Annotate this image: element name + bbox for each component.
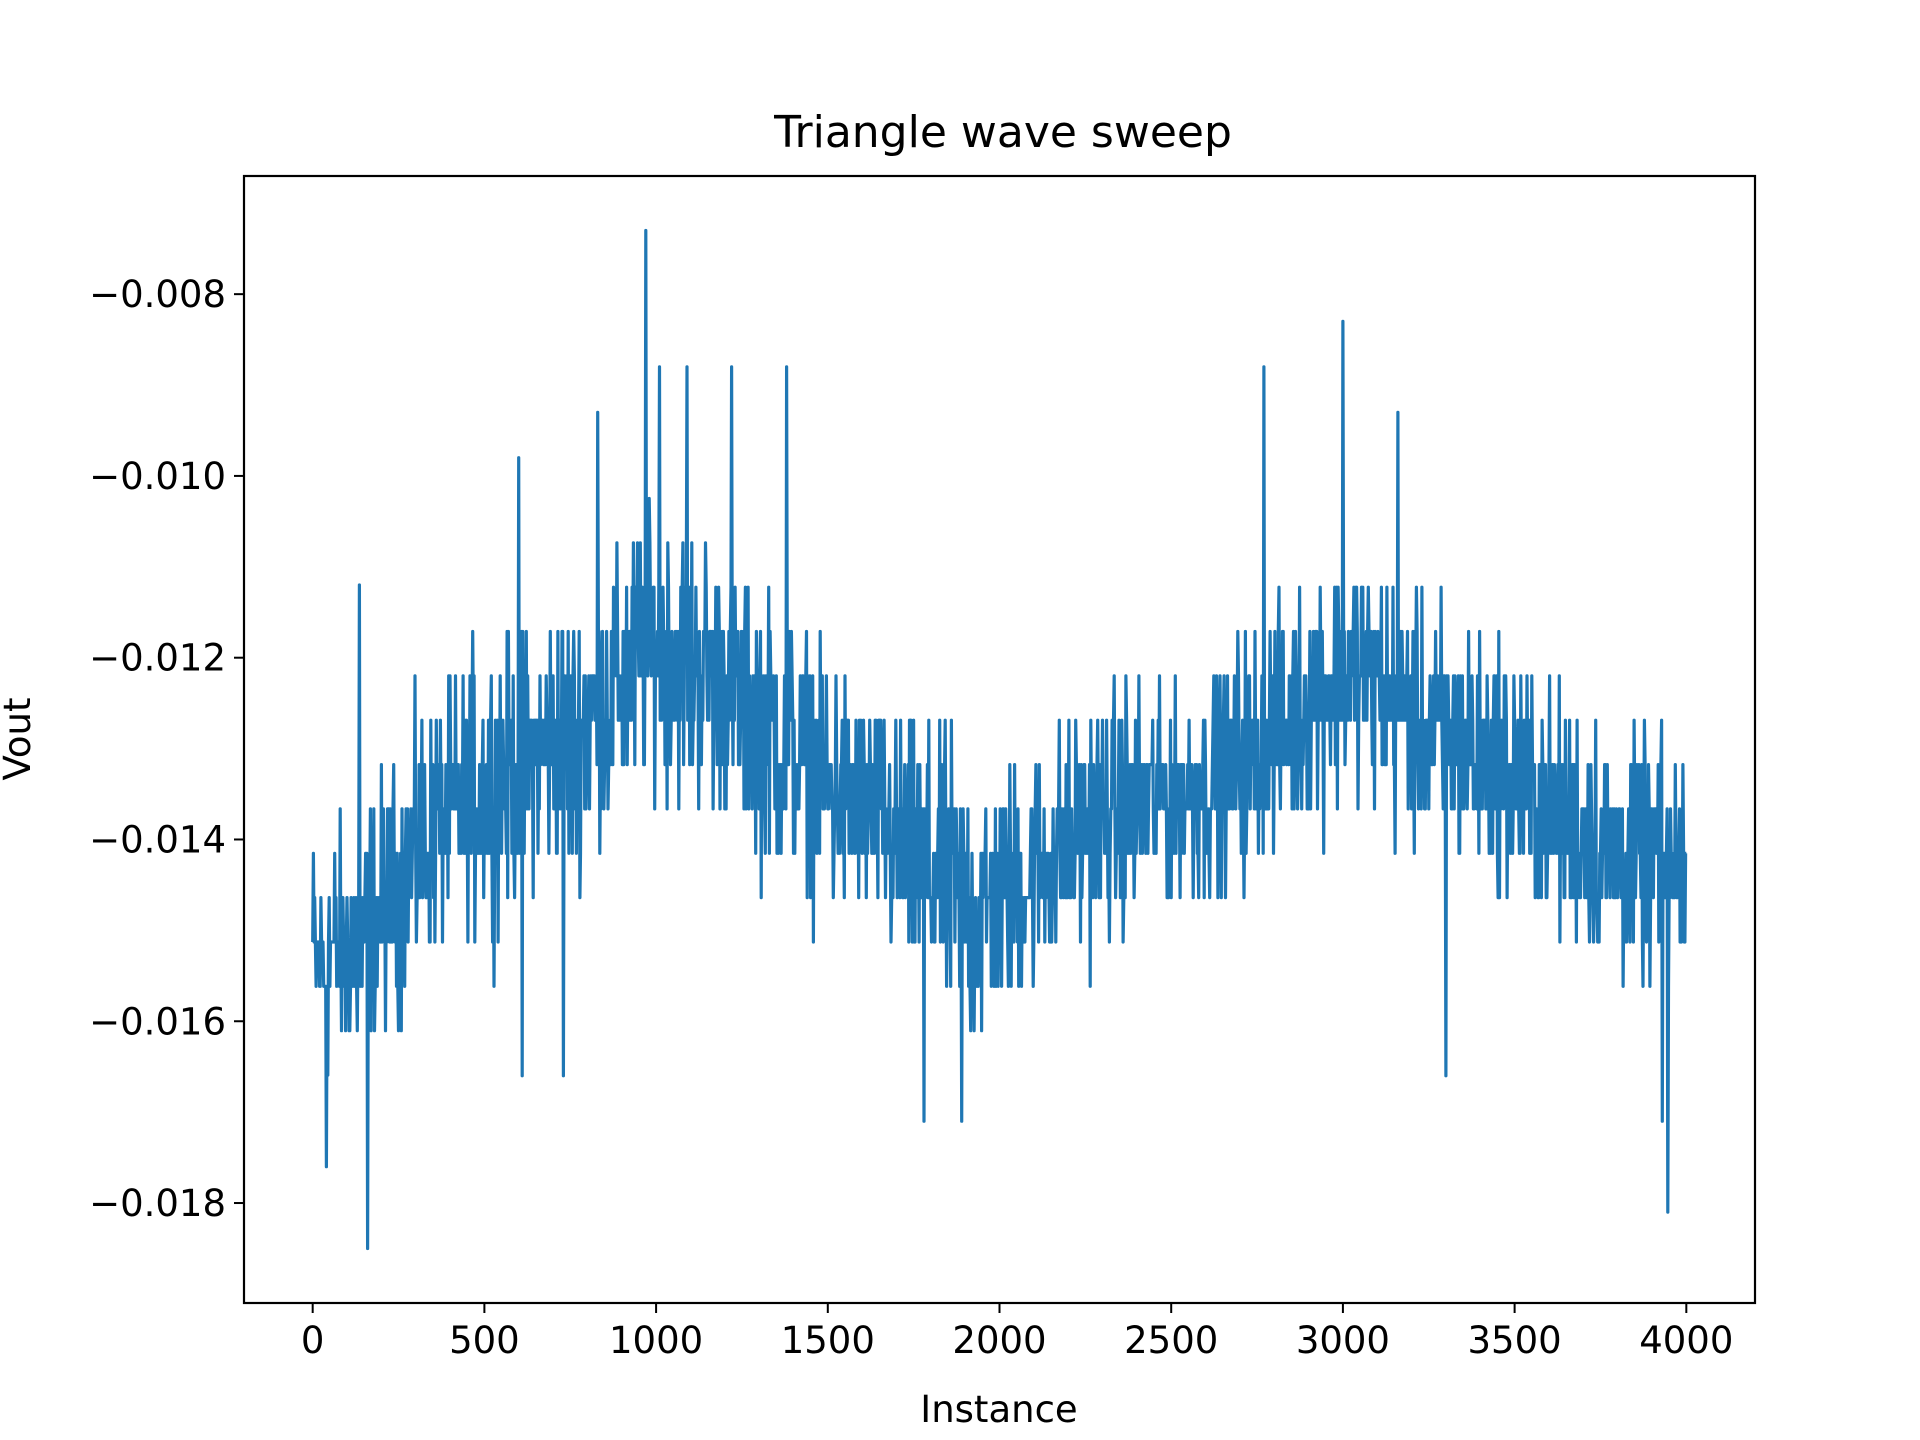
- x-tick-label: 1000: [609, 1319, 703, 1362]
- x-tick-label: 3500: [1468, 1319, 1562, 1362]
- y-tick-label: −0.010: [89, 455, 226, 498]
- x-axis-label: Instance: [920, 1388, 1077, 1431]
- x-tick-label: 500: [449, 1319, 520, 1362]
- y-tick-label: −0.016: [89, 1000, 226, 1043]
- y-tick-label: −0.014: [89, 818, 226, 861]
- y-tick-label: −0.012: [89, 637, 226, 680]
- y-tick-label: −0.008: [89, 273, 226, 316]
- x-tick-label: 1500: [781, 1319, 875, 1362]
- y-axis-label: Vout: [0, 697, 39, 780]
- y-axis: −0.018 −0.016 −0.014 −0.012 −0.010 −0.008: [89, 273, 244, 1225]
- x-tick-label: 0: [301, 1319, 325, 1362]
- x-axis: 0 500 1000 1500 2000 2500 3000 3500 4000: [301, 1303, 1733, 1362]
- x-tick-label: 4000: [1639, 1319, 1733, 1362]
- series-line: [311, 228, 1688, 1251]
- x-tick-label: 3000: [1296, 1319, 1390, 1362]
- y-tick-label: −0.018: [89, 1182, 226, 1225]
- x-tick-label: 2500: [1124, 1319, 1218, 1362]
- chart-title: Triangle wave sweep: [773, 107, 1232, 158]
- plot-area: [311, 228, 1688, 1251]
- x-tick-label: 2000: [952, 1319, 1046, 1362]
